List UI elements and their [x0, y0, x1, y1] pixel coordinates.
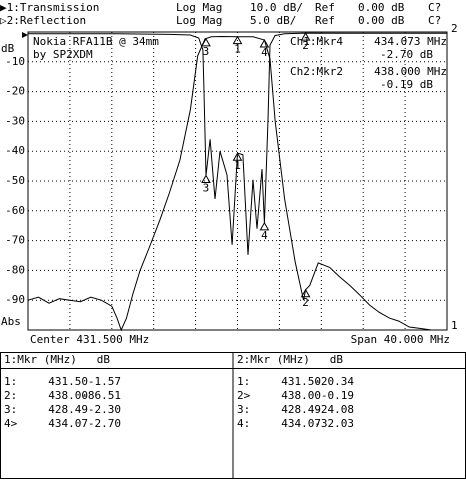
- y-tick-label: -10: [5, 55, 25, 68]
- table-head: dB: [330, 353, 344, 366]
- marker-frequency: 434.07: [281, 417, 321, 430]
- header-field: 10.0 dB/: [250, 1, 303, 14]
- marker: [300, 288, 311, 298]
- table-head: dB: [97, 353, 111, 366]
- y-tick-label: -50: [5, 174, 25, 187]
- marker-id: 3:: [4, 403, 17, 416]
- marker-id: 1:: [4, 375, 17, 388]
- header-field: 0.00 dB: [358, 14, 405, 27]
- readout-value: -0.19 dB: [380, 78, 433, 91]
- trace: [27, 35, 447, 332]
- chart-title: Nokia RFA11B @ 34mm: [33, 35, 159, 48]
- marker-frequency: 428.49: [281, 403, 321, 416]
- header-field: C?: [428, 14, 441, 27]
- header-field: 0.00 dB: [358, 1, 405, 14]
- marker-id: 3:: [237, 403, 250, 416]
- header-field: 5.0 dB/: [250, 14, 296, 27]
- marker-number: 3: [203, 45, 210, 58]
- marker-value: -24.08: [314, 403, 354, 416]
- readout-channel: Ch1:Mkr4: [290, 35, 343, 48]
- marker-id: 2:: [4, 389, 17, 402]
- marker: [259, 39, 270, 48]
- marker-frequency: 438.00: [281, 389, 321, 402]
- marker-id: 4:: [237, 417, 250, 430]
- marker-number: 2: [302, 296, 309, 309]
- marker-value: -2.70: [88, 417, 121, 430]
- header-field: C?: [428, 1, 441, 14]
- header-field: Ref: [315, 1, 335, 14]
- trace-end-label: 2: [451, 22, 458, 35]
- marker: [201, 37, 211, 47]
- marker-value: -86.51: [81, 389, 121, 402]
- readout-channel: Ch2:Mkr2: [290, 65, 343, 78]
- marker-value: -1.57: [88, 375, 121, 388]
- table-head: 2:Mkr (MHz): [237, 353, 310, 366]
- marker: [201, 174, 211, 184]
- y-mode: Abs: [1, 315, 21, 328]
- header-field: Log Mag: [176, 14, 222, 27]
- y-tick-label: -90: [5, 293, 25, 306]
- chart-subtitle: by SP2XDM: [33, 48, 93, 61]
- y-tick-label: -30: [5, 114, 25, 127]
- header-field: ▶1:Transmission: [0, 1, 99, 14]
- y-tick-label: -40: [5, 144, 25, 157]
- marker-id: 1:: [237, 375, 250, 388]
- marker-number: 2: [302, 39, 309, 52]
- marker-id: 4>: [4, 417, 18, 430]
- marker-number: 1: [234, 159, 241, 172]
- marker-frequency: 431.50: [281, 375, 321, 388]
- readout-frequency: 438.000 MHz: [374, 65, 447, 78]
- table-head: 1:Mkr (MHz): [4, 353, 77, 366]
- span-label: Span 40.000 MHz: [351, 333, 450, 346]
- trace-end-label: 1: [451, 319, 458, 332]
- marker: [232, 152, 243, 161]
- marker-value: -2.30: [88, 403, 121, 416]
- marker-number: 1: [234, 43, 241, 56]
- marker-frequency: 428.49: [48, 403, 88, 416]
- y-unit: dB: [1, 42, 15, 55]
- y-tick-label: -80: [5, 263, 25, 276]
- marker-frequency: 438.00: [48, 389, 88, 402]
- marker: [232, 35, 243, 45]
- marker: [300, 32, 311, 41]
- marker-value: -32.03: [314, 417, 354, 430]
- header-field: Ref: [315, 14, 335, 27]
- marker-number: 3: [203, 182, 210, 195]
- center-label: Center 431.500 MHz: [30, 333, 149, 346]
- readout-value: -2.70 dB: [380, 48, 433, 61]
- y-tick-label: -60: [5, 204, 25, 217]
- header-field: Log Mag: [176, 1, 222, 14]
- marker-id: 2>: [237, 389, 251, 402]
- marker-value: -20.34: [314, 375, 354, 388]
- marker-value: -0.19: [321, 389, 354, 402]
- reference-arrow: [22, 32, 28, 38]
- y-tick-label: -20: [5, 85, 25, 98]
- y-tick-label: -70: [5, 234, 25, 247]
- marker-frequency: 434.07: [48, 417, 88, 430]
- readout-frequency: 434.073 MHz: [374, 35, 447, 48]
- marker: [259, 221, 270, 231]
- marker-number: 4: [261, 229, 268, 242]
- header-field: ▷2:Reflection: [0, 14, 86, 27]
- marker-number: 4: [261, 46, 268, 59]
- marker-frequency: 431.50: [48, 375, 88, 388]
